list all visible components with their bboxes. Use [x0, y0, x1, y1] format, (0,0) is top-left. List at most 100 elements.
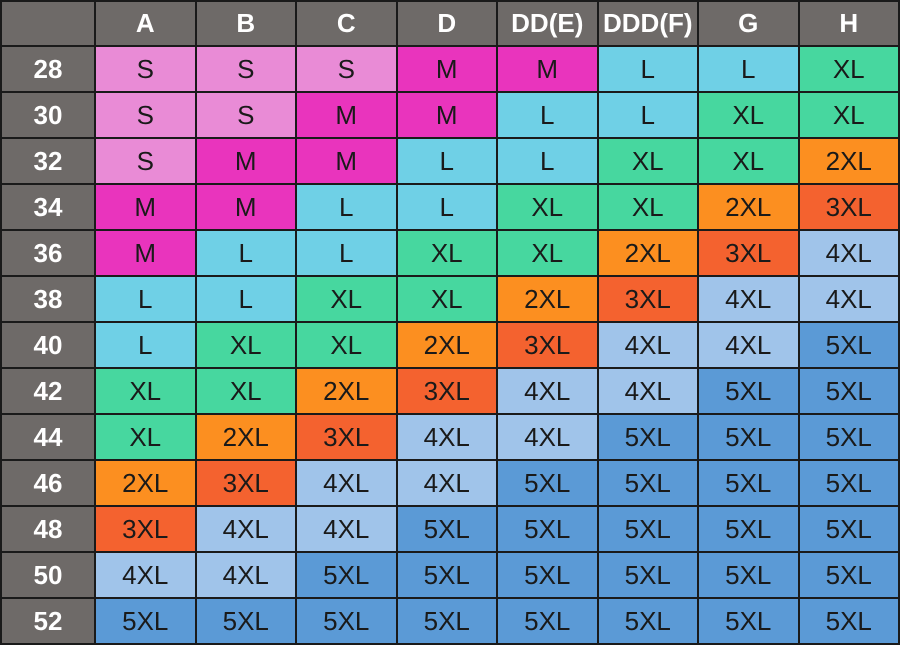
size-cell: 4XL [295, 459, 398, 507]
table-row: 52 5XL 5XL 5XL 5XL 5XL 5XL 5XL 5XL [0, 597, 900, 645]
size-cell: 5XL [496, 597, 599, 645]
size-cell: M [395, 91, 498, 139]
size-cell: L [295, 229, 398, 277]
cup-header: DD(E) [496, 0, 599, 47]
size-cell: 5XL [596, 459, 699, 507]
size-cell: 2XL [496, 275, 599, 323]
size-cell: 3XL [596, 275, 699, 323]
size-cell: XL [496, 183, 599, 231]
cup-header: D [395, 0, 498, 47]
table-row: 36 M L L XL XL 2XL 3XL 4XL [0, 229, 900, 277]
cup-header: A [94, 0, 197, 47]
size-cell: 5XL [697, 459, 800, 507]
size-cell: 4XL [395, 413, 498, 461]
size-cell: 5XL [395, 505, 498, 553]
table-row: 42 XL XL 2XL 3XL 4XL 4XL 5XL 5XL [0, 367, 900, 415]
size-cell: 5XL [797, 505, 900, 553]
size-cell: M [395, 45, 498, 93]
size-cell: 2XL [194, 413, 297, 461]
size-cell: L [395, 137, 498, 185]
size-cell: XL [395, 229, 498, 277]
size-cell: 5XL [596, 505, 699, 553]
size-cell: 5XL [395, 551, 498, 599]
size-cell: S [94, 45, 197, 93]
corner-cell [0, 0, 96, 47]
table-row: 44 XL 2XL 3XL 4XL 4XL 5XL 5XL 5XL [0, 413, 900, 461]
table-row: 32 S M M L L XL XL 2XL [0, 137, 900, 185]
size-cell: XL [797, 45, 900, 93]
size-cell: 4XL [596, 321, 699, 369]
size-cell: 3XL [496, 321, 599, 369]
size-cell: 4XL [496, 367, 599, 415]
size-cell: 4XL [295, 505, 398, 553]
band-header: 50 [0, 551, 96, 599]
size-cell: 5XL [797, 551, 900, 599]
size-cell: 2XL [596, 229, 699, 277]
size-cell: XL [596, 137, 699, 185]
size-cell: M [496, 45, 599, 93]
size-cell: 4XL [194, 551, 297, 599]
size-cell: L [194, 229, 297, 277]
size-cell: M [194, 183, 297, 231]
size-cell: 2XL [797, 137, 900, 185]
size-cell: S [194, 91, 297, 139]
table-row: 34 M M L L XL XL 2XL 3XL [0, 183, 900, 231]
band-header: 42 [0, 367, 96, 415]
size-cell: 5XL [194, 597, 297, 645]
size-cell: XL [194, 367, 297, 415]
size-cell: 2XL [94, 459, 197, 507]
size-cell: 2XL [395, 321, 498, 369]
size-cell: 5XL [295, 551, 398, 599]
size-cell: 2XL [697, 183, 800, 231]
table-row: 48 3XL 4XL 4XL 5XL 5XL 5XL 5XL 5XL [0, 505, 900, 553]
size-cell: 4XL [797, 229, 900, 277]
size-cell: 4XL [395, 459, 498, 507]
size-cell: XL [295, 321, 398, 369]
size-cell: 5XL [496, 505, 599, 553]
size-cell: XL [496, 229, 599, 277]
size-cell: 5XL [496, 459, 599, 507]
size-cell: 5XL [596, 551, 699, 599]
size-cell: XL [94, 367, 197, 415]
size-cell: S [295, 45, 398, 93]
header-row: A B C D DD(E) DDD(F) G H [0, 0, 900, 47]
cup-header: DDD(F) [596, 0, 699, 47]
cup-header: H [797, 0, 900, 47]
size-cell: L [697, 45, 800, 93]
size-cell: 5XL [697, 413, 800, 461]
size-cell: XL [797, 91, 900, 139]
size-cell: 5XL [295, 597, 398, 645]
size-cell: L [295, 183, 398, 231]
size-cell: L [496, 91, 599, 139]
size-cell: S [94, 91, 197, 139]
table-row: 38 L L XL XL 2XL 3XL 4XL 4XL [0, 275, 900, 323]
size-cell: M [94, 229, 197, 277]
size-cell: L [596, 91, 699, 139]
size-cell: 4XL [496, 413, 599, 461]
size-cell: XL [94, 413, 197, 461]
size-cell: 5XL [697, 597, 800, 645]
cup-header: C [295, 0, 398, 47]
size-cell: L [194, 275, 297, 323]
size-cell: 5XL [697, 367, 800, 415]
size-cell: XL [596, 183, 699, 231]
band-header: 40 [0, 321, 96, 369]
table-row: 50 4XL 4XL 5XL 5XL 5XL 5XL 5XL 5XL [0, 551, 900, 599]
band-header: 30 [0, 91, 96, 139]
band-header: 38 [0, 275, 96, 323]
size-cell: M [194, 137, 297, 185]
table-row: 46 2XL 3XL 4XL 4XL 5XL 5XL 5XL 5XL [0, 459, 900, 507]
size-cell: 4XL [194, 505, 297, 553]
size-cell: 3XL [395, 367, 498, 415]
size-cell: 5XL [596, 413, 699, 461]
size-cell: XL [194, 321, 297, 369]
size-cell: L [94, 275, 197, 323]
size-cell: 5XL [797, 367, 900, 415]
size-cell: 5XL [797, 321, 900, 369]
size-cell: S [194, 45, 297, 93]
size-cell: S [94, 137, 197, 185]
size-cell: 5XL [395, 597, 498, 645]
band-header: 52 [0, 597, 96, 645]
size-cell: 5XL [797, 597, 900, 645]
size-cell: L [94, 321, 197, 369]
